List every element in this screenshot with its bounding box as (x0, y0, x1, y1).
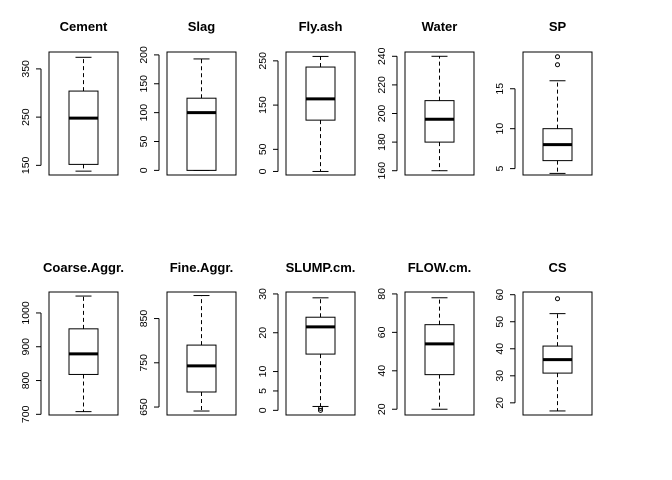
y-tick-label: 150 (20, 156, 32, 174)
y-tick-label: 200 (376, 105, 388, 123)
iqr-box (186, 344, 217, 393)
boxplot-panel: FLOW.cm. 20 40 60 80 (376, 260, 475, 416)
y-tick-label: 0 (138, 167, 150, 173)
panel-title: Water (422, 19, 458, 34)
panel-title: Fine.Aggr. (170, 260, 234, 275)
plot-frame (285, 291, 356, 416)
boxplot-panel: Coarse.Aggr. 700 800 900 1000 (20, 260, 124, 423)
iqr-box (186, 97, 217, 171)
plot-frame (522, 291, 593, 416)
iqr-box (305, 316, 336, 355)
y-tick-label: 30 (494, 370, 506, 382)
boxplot-panel: SP 5 10 15 (494, 19, 593, 176)
iqr-box (68, 90, 99, 165)
y-tick-label: 1000 (20, 301, 32, 325)
y-tick-label: 200 (138, 46, 150, 64)
y-tick-label: 30 (257, 288, 269, 300)
y-tick-label: 220 (376, 76, 388, 94)
y-tick-label: 50 (138, 136, 150, 148)
boxplot-panel: Fine.Aggr. 650 750 850 (138, 260, 237, 416)
y-tick-label: 15 (494, 83, 506, 95)
plot-frame (404, 51, 475, 176)
boxplot-panel: Slag 0 50 100 150 200 (138, 19, 237, 176)
y-tick-label: 20 (376, 403, 388, 415)
y-tick-label: 750 (138, 354, 150, 372)
y-tick-label: 20 (257, 327, 269, 339)
panel-title: Coarse.Aggr. (43, 260, 124, 275)
plot-frame (285, 51, 356, 176)
outlier-point (318, 407, 323, 413)
y-tick-label: 60 (376, 326, 388, 338)
boxplot-panel: Water 160 180 200 220 240 (376, 19, 475, 180)
y-tick-label: 40 (376, 365, 388, 377)
panel-title: Slag (188, 19, 216, 34)
y-tick-label: 900 (20, 338, 32, 356)
iqr-box (424, 324, 455, 376)
y-tick-label: 160 (376, 162, 388, 180)
y-tick-label: 250 (20, 108, 32, 126)
y-tick-label: 0 (257, 407, 269, 413)
plot-frame (48, 51, 119, 176)
plot-frame (404, 291, 475, 416)
y-tick-label: 0 (257, 168, 269, 174)
boxplot-panel: Cement 150 250 350 (20, 19, 119, 176)
boxplot-panel: SLUMP.cm. 0 5 10 20 30 (257, 260, 356, 416)
y-tick-label: 50 (257, 143, 269, 155)
panel-title: CS (548, 260, 566, 275)
y-tick-label: 350 (20, 60, 32, 78)
panel-title: Cement (60, 19, 108, 34)
y-tick-label: 10 (257, 366, 269, 378)
panel-title: Fly.ash (299, 19, 343, 34)
plot-frame (166, 291, 237, 416)
outlier-point (555, 296, 560, 302)
y-tick-label: 5 (257, 388, 269, 394)
outlier-point (555, 62, 560, 68)
y-tick-label: 150 (257, 96, 269, 114)
outlier-point (555, 54, 560, 60)
y-tick-label: 60 (494, 289, 506, 301)
y-tick-label: 5 (494, 166, 506, 172)
iqr-box (68, 328, 99, 375)
y-tick-label: 10 (494, 123, 506, 135)
y-tick-label: 250 (257, 52, 269, 70)
y-tick-label: 100 (138, 104, 150, 122)
y-tick-label: 20 (494, 397, 506, 409)
y-tick-label: 650 (138, 398, 150, 416)
y-tick-label: 700 (20, 405, 32, 423)
panel-title: SP (549, 19, 567, 34)
y-tick-label: 50 (494, 316, 506, 328)
boxplot-panel: CS 20 30 40 50 60 (494, 260, 593, 416)
y-tick-label: 240 (376, 47, 388, 65)
outlier-point (318, 405, 323, 411)
plot-frame (522, 51, 593, 176)
plot-frame (166, 51, 237, 176)
panel-title: SLUMP.cm. (286, 260, 356, 275)
y-tick-label: 80 (376, 288, 388, 300)
y-tick-label: 800 (20, 372, 32, 390)
iqr-box (305, 66, 336, 121)
y-tick-label: 180 (376, 133, 388, 151)
iqr-box (424, 100, 455, 143)
y-tick-label: 850 (138, 310, 150, 328)
y-tick-label: 40 (494, 343, 506, 355)
boxplot-panel: Fly.ash 0 50 150 250 (257, 19, 356, 176)
y-tick-label: 150 (138, 75, 150, 93)
plot-frame (48, 291, 119, 416)
panel-title: FLOW.cm. (408, 260, 472, 275)
